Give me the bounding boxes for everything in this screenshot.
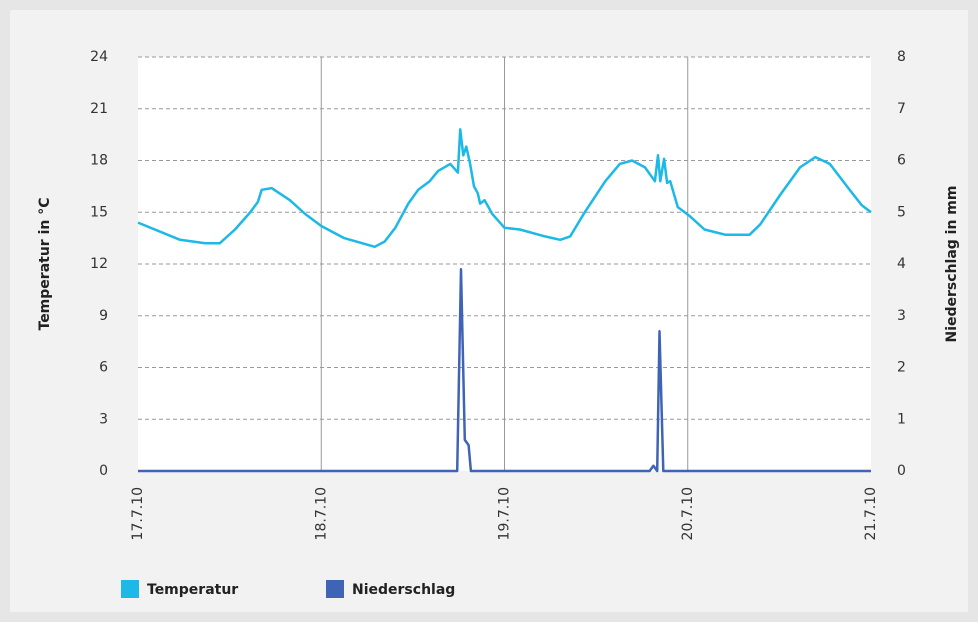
- y2-tick-label: 1: [897, 411, 906, 427]
- y2-tick-label: 0: [897, 463, 906, 479]
- series-line: [138, 267, 871, 473]
- legend-label: Niederschlag: [352, 582, 455, 598]
- y-tick-label: 12: [90, 256, 108, 272]
- y2-tick-label: 8: [897, 49, 906, 65]
- series-line: [137, 128, 872, 249]
- y2-tick-label: 7: [897, 101, 906, 117]
- legend-label: Temperatur: [147, 582, 238, 598]
- y2-axis-label: Niederschlag in mm: [944, 186, 960, 343]
- x-tick-label: 21.7.10: [863, 487, 879, 540]
- x-tick-label: 19.7.10: [497, 487, 513, 540]
- y-tick-label: 0: [99, 463, 108, 479]
- x-tick-label: 18.7.10: [313, 487, 329, 540]
- y2-tick-label: 2: [897, 360, 906, 376]
- y-tick-label: 3: [99, 411, 108, 427]
- legend-swatch: [326, 580, 344, 598]
- y-tick-label: 18: [90, 153, 108, 169]
- y2-tick-label: 6: [897, 153, 906, 169]
- y-axis-label: Temperatur in °C: [37, 198, 53, 331]
- legend-swatch: [121, 580, 139, 598]
- y-tick-label: 6: [99, 360, 108, 376]
- y-tick-label: 9: [99, 308, 108, 324]
- y-tick-label: 21: [90, 101, 108, 117]
- y2-tick-label: 4: [897, 256, 906, 272]
- y-tick-label: 24: [90, 49, 108, 65]
- y2-tick-label: 3: [897, 308, 906, 324]
- x-tick-label: 20.7.10: [680, 487, 696, 540]
- x-tick-label: 17.7.10: [130, 487, 146, 540]
- y2-tick-label: 5: [897, 204, 906, 220]
- y-tick-label: 15: [90, 204, 108, 220]
